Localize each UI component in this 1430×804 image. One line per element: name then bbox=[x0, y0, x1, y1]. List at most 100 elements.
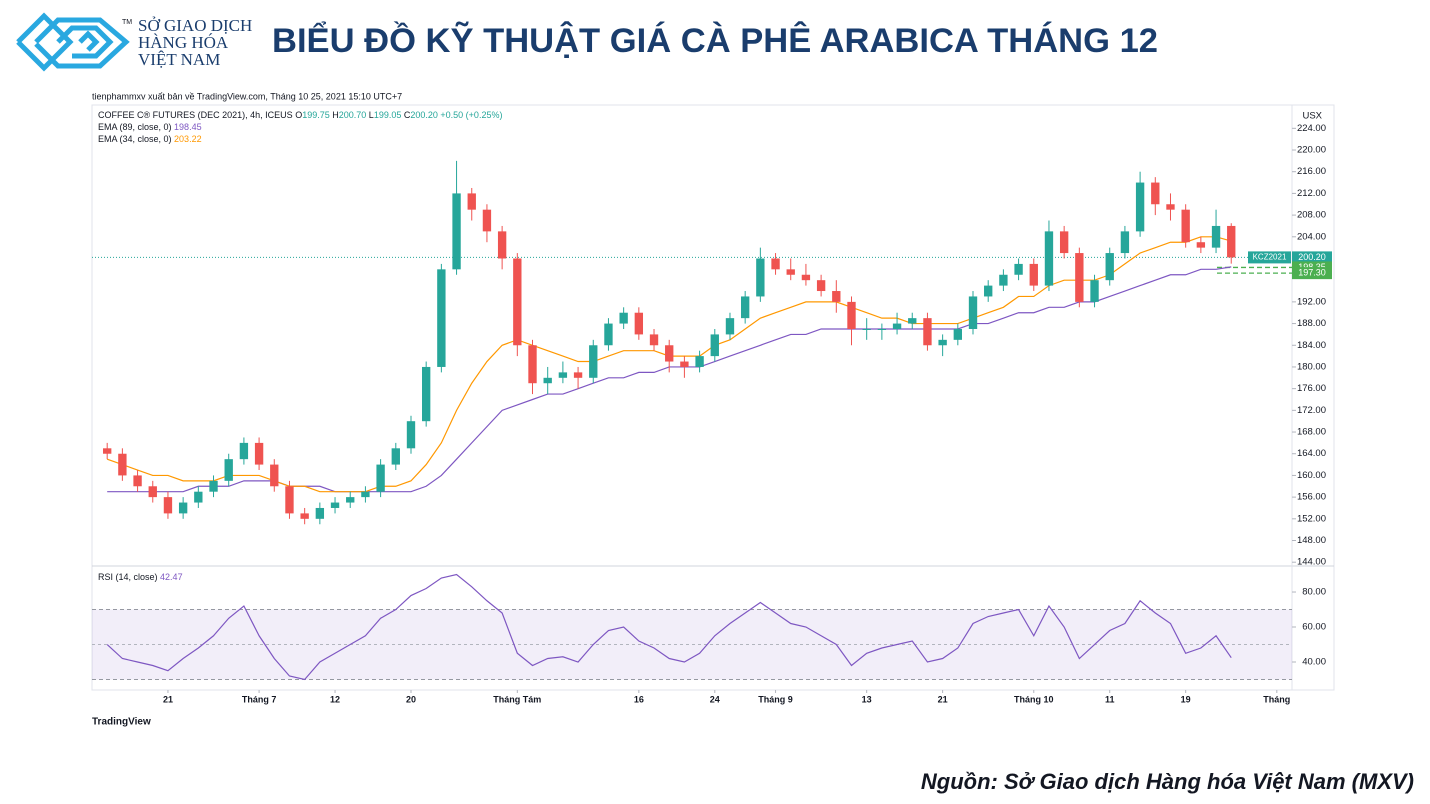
legend-change: +0.50 (+0.25%) bbox=[440, 110, 502, 120]
candle-body bbox=[634, 312, 644, 335]
x-tick-label: 13 bbox=[862, 694, 872, 704]
candle-body bbox=[680, 361, 689, 367]
candle-body bbox=[816, 280, 826, 292]
y-tick-label: 144.00 bbox=[1297, 557, 1326, 568]
candle-body bbox=[543, 377, 552, 384]
legend-value: 199.05 bbox=[374, 110, 402, 120]
candle-body bbox=[1151, 182, 1160, 205]
candle-body bbox=[163, 497, 173, 514]
candle-body bbox=[558, 372, 568, 378]
y-tick-label: 212.00 bbox=[1297, 188, 1326, 199]
price-tag-label: 197.30 bbox=[1298, 268, 1326, 278]
candle-body bbox=[1166, 204, 1175, 210]
candle-body bbox=[665, 345, 674, 362]
legend-key: L bbox=[369, 110, 374, 120]
candle-body bbox=[1135, 182, 1145, 232]
candle-body bbox=[133, 475, 142, 487]
candle-body bbox=[740, 296, 750, 319]
rsi-line bbox=[106, 573, 1232, 681]
x-tick-label: 19 bbox=[1181, 694, 1191, 704]
candle-body bbox=[1196, 242, 1206, 248]
candle-body bbox=[1044, 231, 1054, 286]
y-tick-label: 152.00 bbox=[1297, 513, 1326, 524]
y-tick-label: 80.00 bbox=[1302, 587, 1326, 598]
published-note: tienphammxv xuất bản về TradingView.com,… bbox=[92, 91, 402, 101]
unit-label: USX bbox=[1302, 111, 1322, 122]
price-tag-label: 200.20 bbox=[1298, 252, 1326, 262]
legend-rsi: RSI (14, close) 42.47 bbox=[98, 572, 183, 582]
logo-text: HÀNG HÓA bbox=[138, 33, 229, 52]
y-tick-label: 220.00 bbox=[1297, 145, 1326, 156]
logo-shape bbox=[78, 30, 100, 52]
y-tick-label: 60.00 bbox=[1302, 622, 1326, 633]
candle-body bbox=[786, 269, 795, 275]
candle-body bbox=[437, 269, 446, 367]
candle-body bbox=[178, 502, 188, 514]
legend-ema: EMA (34, close, 0) 203.22 bbox=[98, 134, 202, 144]
symbol-tag bbox=[1248, 251, 1291, 264]
legend-value: 42.47 bbox=[160, 572, 183, 582]
candle-body bbox=[148, 486, 157, 498]
candle-body bbox=[999, 274, 1008, 286]
candle-body bbox=[984, 285, 993, 297]
x-tick-label: 24 bbox=[710, 694, 720, 704]
x-tick-label: Tháng Tám bbox=[493, 694, 541, 704]
candle-body bbox=[422, 366, 431, 422]
chart-frame bbox=[91, 104, 1335, 691]
legend-value: 203.22 bbox=[174, 134, 202, 144]
candle-body bbox=[254, 442, 264, 465]
candle-body bbox=[953, 328, 962, 340]
logo-text: VIỆT NAM bbox=[138, 50, 220, 69]
legend-name: EMA (34, close, 0) bbox=[98, 134, 172, 144]
candle-body bbox=[832, 291, 841, 302]
candle-body bbox=[497, 231, 507, 259]
candle-body bbox=[589, 345, 598, 378]
candle-body bbox=[1120, 231, 1130, 254]
price-tag-label: 198.35 bbox=[1298, 262, 1326, 272]
candle-body bbox=[1227, 225, 1236, 258]
candle-body bbox=[619, 312, 628, 324]
candle-body bbox=[877, 328, 887, 330]
candle-body bbox=[725, 318, 735, 335]
candle-body bbox=[756, 258, 765, 297]
y-tick-label: 160.00 bbox=[1297, 470, 1326, 481]
legend-value: 200.20 bbox=[410, 110, 438, 120]
candle-body bbox=[452, 193, 461, 270]
legend-name: EMA (89, close, 0) bbox=[98, 122, 172, 132]
candle-body bbox=[467, 193, 476, 210]
candle-body bbox=[862, 328, 871, 330]
y-tick-label: 180.00 bbox=[1297, 361, 1326, 372]
logo-shape bbox=[34, 17, 130, 69]
candle-body bbox=[710, 334, 719, 357]
x-tick-label: 21 bbox=[163, 694, 173, 704]
logo-shape bbox=[16, 12, 74, 72]
candle-body bbox=[801, 274, 811, 281]
legend-name: RSI (14, close) bbox=[98, 572, 158, 582]
x-tick-label: 12 bbox=[330, 694, 340, 704]
legend-key: H bbox=[332, 110, 339, 120]
candle-body bbox=[209, 480, 218, 492]
candle-body bbox=[923, 318, 932, 346]
brand: TradingView bbox=[92, 717, 151, 728]
legend-value: 199.75 bbox=[302, 110, 330, 120]
candle-body bbox=[649, 334, 659, 346]
candle-body bbox=[118, 453, 127, 476]
source-note: Nguồn: Sở Giao dịch Hàng hóa Việt Nam (M… bbox=[921, 769, 1414, 794]
candle-body bbox=[892, 323, 902, 329]
candle-body bbox=[361, 491, 370, 498]
candle-body bbox=[194, 491, 203, 503]
logo-text: SỞ GIAO DỊCH bbox=[138, 16, 252, 35]
candle-body bbox=[391, 448, 400, 465]
candle-body bbox=[1181, 209, 1190, 243]
logo bbox=[16, 12, 130, 72]
candle-body bbox=[1014, 263, 1023, 275]
candle-body bbox=[270, 464, 279, 487]
candle-body bbox=[406, 421, 416, 449]
candle-body bbox=[330, 502, 340, 508]
candle-body bbox=[482, 209, 492, 232]
y-tick-label: 184.00 bbox=[1297, 340, 1326, 351]
page-title: BIỂU ĐỒ KỸ THUẬT GIÁ CÀ PHÊ ARABICA THÁN… bbox=[272, 22, 1158, 60]
candle-body bbox=[1211, 225, 1221, 248]
candle-body bbox=[513, 258, 522, 346]
